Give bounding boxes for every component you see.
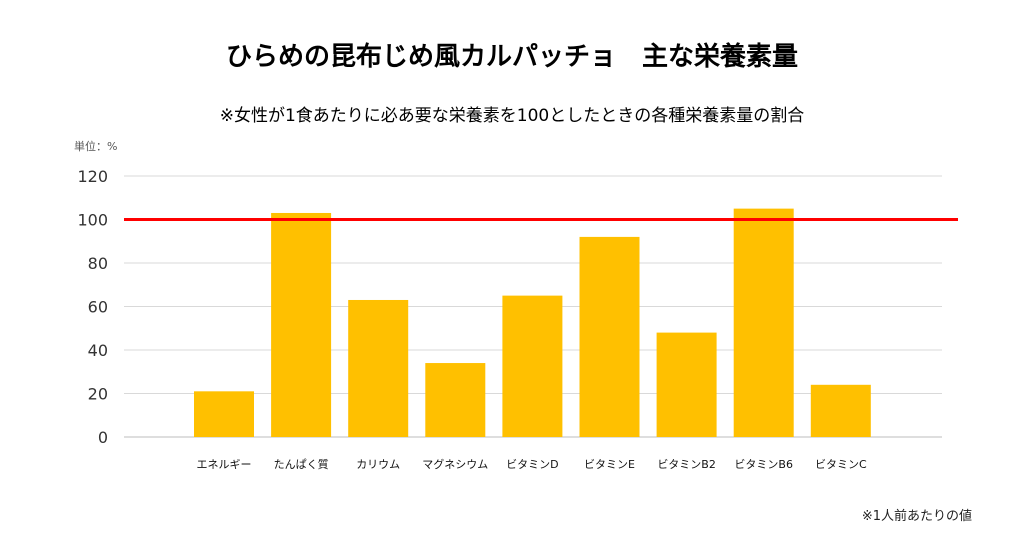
y-tick-label: 80 (88, 254, 108, 273)
x-category-label: ビタミンE (584, 458, 635, 471)
unit-label: 単位：% (74, 140, 118, 153)
x-category-label: ビタミンB2 (657, 458, 716, 471)
x-category-label: エネルギー (197, 458, 252, 471)
y-tick-label: 20 (88, 385, 108, 404)
x-category-label: たんぱく質 (274, 457, 329, 471)
bar (348, 299, 409, 437)
y-tick-label: 0 (98, 428, 108, 447)
bar (810, 384, 871, 437)
bar (425, 363, 486, 437)
x-category-label: ビタミンC (815, 458, 867, 471)
bar (194, 391, 254, 437)
x-category-label: カリウム (356, 458, 400, 471)
chart-subtitle: ※女性が1食あたりに必あ要な栄養素を100としたときの各種栄養素量の割合 (219, 106, 805, 126)
y-tick-label: 120 (77, 167, 108, 186)
bar (271, 212, 332, 437)
x-category-label: ビタミンB6 (734, 458, 793, 471)
bar (733, 208, 794, 437)
y-tick-label: 60 (88, 298, 108, 317)
chart-title: ひらめの昆布じめ風カルパッチョ 主な栄養素量 (225, 42, 798, 72)
bar (656, 332, 717, 437)
x-category-label: ビタミンD (506, 458, 558, 471)
y-tick-label: 40 (88, 341, 108, 360)
x-category-label: マグネシウム (422, 457, 488, 471)
bar (502, 295, 563, 437)
bar (579, 236, 640, 437)
y-tick-label: 100 (77, 211, 108, 230)
footnote: ※1人前あたりの値 (861, 509, 972, 524)
